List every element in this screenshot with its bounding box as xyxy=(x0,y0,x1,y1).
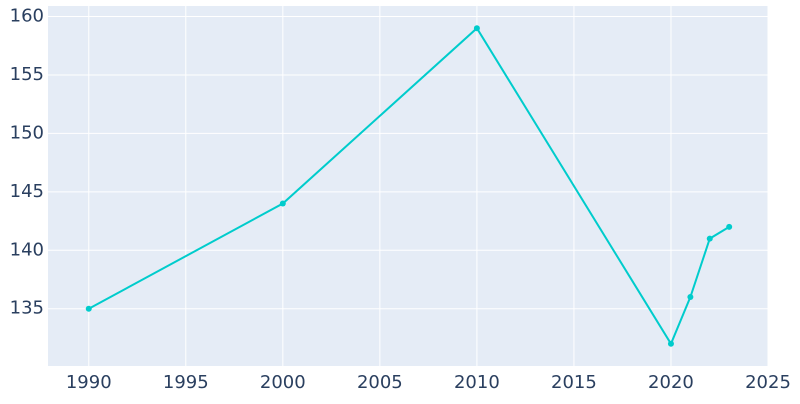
x-tick-label: 1990 xyxy=(66,372,112,393)
y-tick-label: 155 xyxy=(10,64,44,85)
y-tick-label: 140 xyxy=(10,239,44,260)
x-tick-label: 2010 xyxy=(454,372,500,393)
point xyxy=(279,200,286,207)
point xyxy=(667,340,674,347)
x-tick-label: 2025 xyxy=(745,372,791,393)
y-tick-label: 135 xyxy=(10,298,44,319)
x-tick-label: 1995 xyxy=(163,372,209,393)
point xyxy=(726,223,733,230)
x-tick-label: 2005 xyxy=(357,372,403,393)
x-tick-label: 2000 xyxy=(260,372,306,393)
point xyxy=(85,305,92,312)
y-tick-label: 150 xyxy=(10,122,44,143)
plot-area xyxy=(48,6,768,366)
x-tick-label: 2020 xyxy=(648,372,694,393)
y-tick-label: 160 xyxy=(10,6,44,27)
y-tick-label: 145 xyxy=(10,181,44,202)
point xyxy=(706,235,713,242)
point xyxy=(473,25,480,32)
point xyxy=(687,294,694,301)
x-tick-label: 2015 xyxy=(551,372,597,393)
